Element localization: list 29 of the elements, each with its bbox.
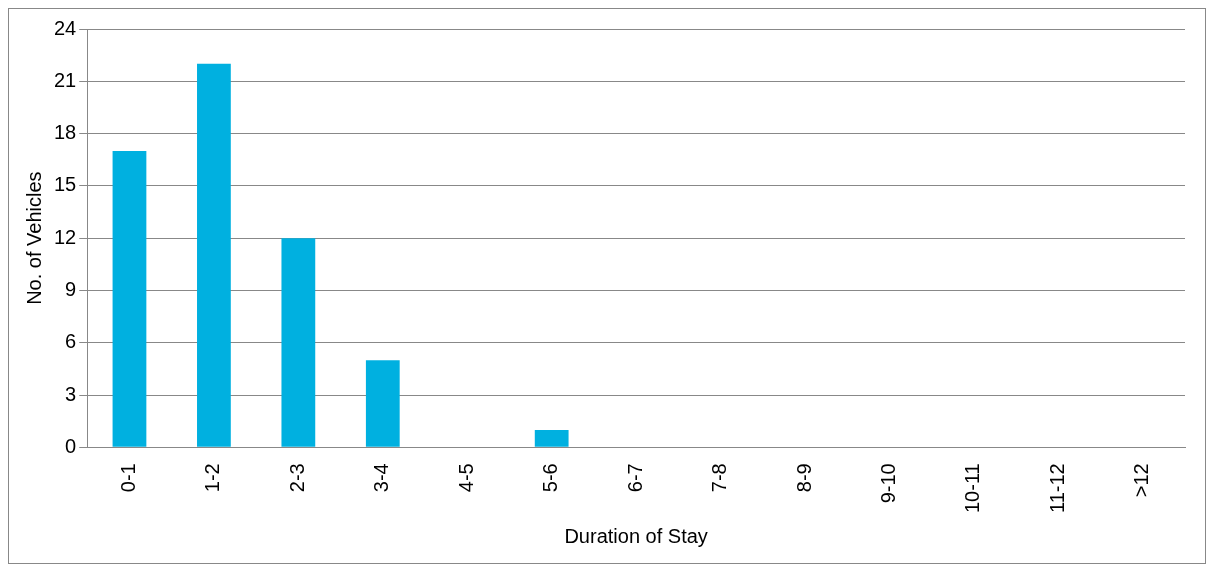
x-tick-label: 9-10 bbox=[876, 463, 899, 504]
bar bbox=[281, 238, 316, 447]
y-tick-label: 15 bbox=[54, 173, 77, 196]
y-tick-label: 18 bbox=[54, 121, 77, 144]
bar bbox=[112, 151, 147, 447]
x-tick-label: 2-3 bbox=[285, 463, 308, 493]
x-axis-title: Duration of Stay bbox=[564, 524, 708, 547]
bar bbox=[365, 360, 400, 447]
y-tick-label: 6 bbox=[65, 330, 77, 353]
y-tick-label: 21 bbox=[54, 68, 77, 91]
x-tick-label: 8-9 bbox=[792, 463, 815, 493]
x-tick-label: 3-4 bbox=[370, 463, 393, 493]
x-tick-label: >12 bbox=[1130, 463, 1153, 498]
bar bbox=[534, 429, 569, 447]
x-tick-label: 7-8 bbox=[708, 463, 731, 493]
x-tick-label: 11-12 bbox=[1045, 463, 1068, 513]
y-tick-label: 9 bbox=[65, 277, 77, 300]
x-tick-label: 4-5 bbox=[454, 463, 477, 493]
x-tick-label: 6-7 bbox=[623, 463, 646, 493]
bar bbox=[197, 63, 231, 447]
x-tick-label: 0-1 bbox=[116, 463, 139, 493]
y-tick-label: 3 bbox=[65, 382, 77, 405]
x-tick-label: 10-11 bbox=[961, 463, 984, 513]
y-tick-label: 0 bbox=[65, 434, 77, 457]
x-tick-label: 5-6 bbox=[539, 463, 562, 493]
y-axis-title: No. of Vehicles bbox=[22, 171, 45, 305]
y-tick-label: 24 bbox=[54, 16, 77, 39]
x-tick-label: 1-2 bbox=[201, 463, 224, 493]
y-tick-label: 12 bbox=[54, 225, 77, 248]
